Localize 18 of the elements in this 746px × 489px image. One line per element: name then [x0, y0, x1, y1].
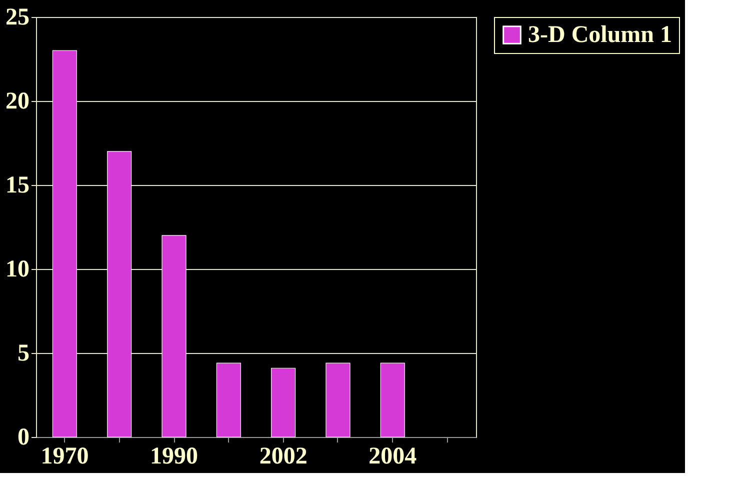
- bar: [271, 368, 296, 438]
- y-tick-label: 20: [6, 88, 30, 114]
- legend-label: 3-D Column 1: [528, 22, 672, 48]
- y-tick-label: 5: [18, 340, 30, 366]
- x-tick-label: 2004: [368, 444, 417, 470]
- bar: [380, 362, 405, 438]
- y-tick-label: 15: [6, 172, 30, 198]
- y-tick-label: 0: [18, 424, 30, 450]
- x-tick-label: 1990: [150, 444, 198, 470]
- x-tick-label: 1970: [40, 444, 89, 470]
- y-tick-label: 10: [6, 256, 30, 282]
- bar: [326, 362, 350, 438]
- bar: [216, 362, 241, 438]
- bar: [107, 151, 132, 438]
- x-tick-label: 2002: [259, 444, 308, 470]
- y-tick-label: 25: [6, 4, 30, 30]
- bar: [52, 50, 77, 438]
- bar: [162, 235, 186, 438]
